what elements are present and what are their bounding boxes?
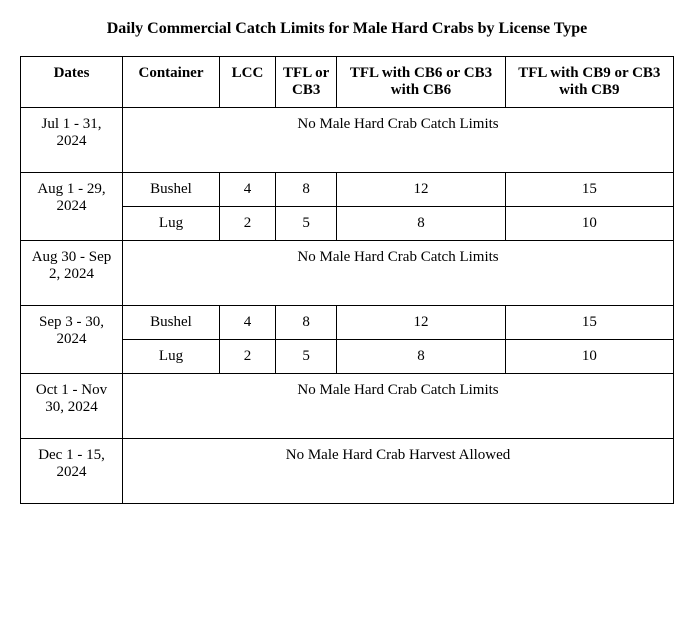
- no-limits-cell: No Male Hard Crab Catch Limits: [123, 241, 674, 306]
- no-limits-cell: No Male Hard Crab Catch Limits: [123, 374, 674, 439]
- value-cell: 10: [505, 207, 673, 241]
- table-row: Dec 1 - 15, 2024 No Male Hard Crab Harve…: [21, 439, 674, 504]
- no-harvest-cell: No Male Hard Crab Harvest Allowed: [123, 439, 674, 504]
- value-cell: 4: [219, 173, 275, 207]
- table-header-row: Dates Container LCC TFL or CB3 TFL with …: [21, 57, 674, 108]
- col-header-dates: Dates: [21, 57, 123, 108]
- page-title: Daily Commercial Catch Limits for Male H…: [20, 20, 674, 38]
- value-cell: 2: [219, 207, 275, 241]
- table-row: Sep 3 - 30, 2024 Bushel 4 8 12 15: [21, 306, 674, 340]
- col-header-cb6: TFL with CB6 or CB3 with CB6: [337, 57, 505, 108]
- col-header-tfl: TFL or CB3: [276, 57, 337, 108]
- value-cell: 8: [276, 306, 337, 340]
- value-cell: 8: [337, 340, 505, 374]
- container-cell: Bushel: [123, 173, 220, 207]
- value-cell: 8: [276, 173, 337, 207]
- container-cell: Lug: [123, 207, 220, 241]
- date-cell: Aug 30 - Sep 2, 2024: [21, 241, 123, 306]
- value-cell: 5: [276, 340, 337, 374]
- col-header-lcc: LCC: [219, 57, 275, 108]
- date-cell: Dec 1 - 15, 2024: [21, 439, 123, 504]
- value-cell: 12: [337, 173, 505, 207]
- value-cell: 4: [219, 306, 275, 340]
- no-limits-cell: No Male Hard Crab Catch Limits: [123, 108, 674, 173]
- date-cell: Jul 1 - 31, 2024: [21, 108, 123, 173]
- value-cell: 2: [219, 340, 275, 374]
- value-cell: 5: [276, 207, 337, 241]
- col-header-container: Container: [123, 57, 220, 108]
- table-row: Jul 1 - 31, 2024 No Male Hard Crab Catch…: [21, 108, 674, 173]
- col-header-cb9: TFL with CB9 or CB3 with CB9: [505, 57, 673, 108]
- value-cell: 8: [337, 207, 505, 241]
- container-cell: Bushel: [123, 306, 220, 340]
- container-cell: Lug: [123, 340, 220, 374]
- table-row: Aug 1 - 29, 2024 Bushel 4 8 12 15: [21, 173, 674, 207]
- catch-limits-table: Dates Container LCC TFL or CB3 TFL with …: [20, 56, 674, 504]
- date-cell: Sep 3 - 30, 2024: [21, 306, 123, 374]
- date-cell: Aug 1 - 29, 2024: [21, 173, 123, 241]
- value-cell: 10: [505, 340, 673, 374]
- table-row: Aug 30 - Sep 2, 2024 No Male Hard Crab C…: [21, 241, 674, 306]
- value-cell: 12: [337, 306, 505, 340]
- value-cell: 15: [505, 306, 673, 340]
- value-cell: 15: [505, 173, 673, 207]
- date-cell: Oct 1 - Nov 30, 2024: [21, 374, 123, 439]
- table-row: Oct 1 - Nov 30, 2024 No Male Hard Crab C…: [21, 374, 674, 439]
